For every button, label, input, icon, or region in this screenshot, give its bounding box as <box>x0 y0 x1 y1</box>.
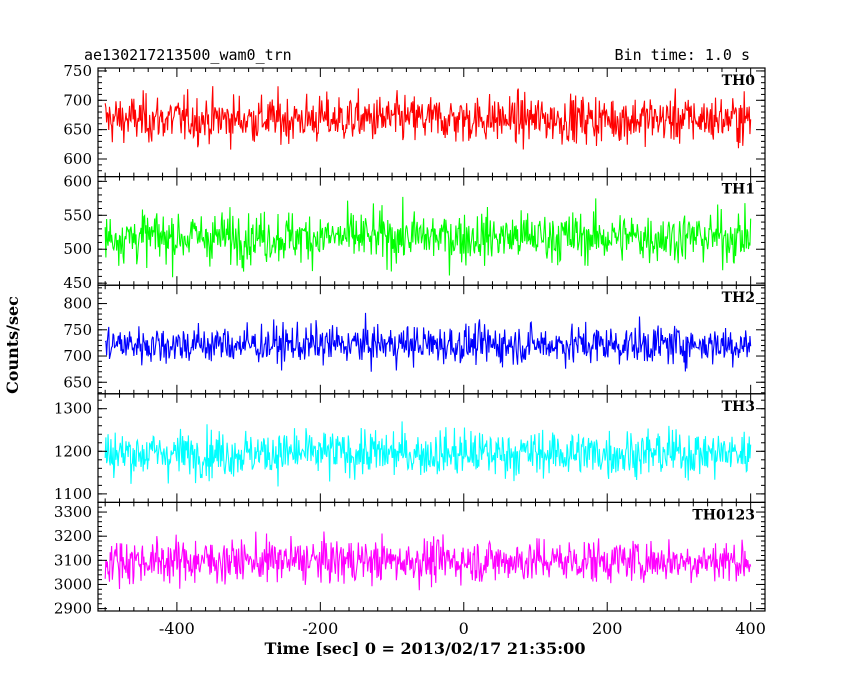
x-tick-label: -400 <box>159 619 195 638</box>
y-tick-label: 3000 <box>54 575 92 593</box>
y-tick-label: 3300 <box>54 503 92 521</box>
y-tick-label: 500 <box>63 240 92 258</box>
series-th0 <box>104 86 752 150</box>
panel-th1: 450 500 550 600 TH1 <box>63 172 766 292</box>
y-tick-label: 650 <box>63 121 92 139</box>
panel-frame <box>97 501 766 612</box>
panel-th3: 1100 1200 1300 TH3 <box>54 393 766 503</box>
panel-label: TH0123 <box>692 507 755 523</box>
y-tick-label: 2900 <box>54 600 92 618</box>
y-tick-label: 600 <box>63 172 92 190</box>
y-tick-label: 450 <box>63 274 92 292</box>
y-tick-label: 700 <box>63 347 92 365</box>
series-th0123 <box>104 531 752 591</box>
x-axis-label: Time [sec] 0 = 2013/02/17 21:35:00 <box>265 639 586 658</box>
panels-group: 600 650 700 750 TH0 450 500 550 600 TH1 650 700 750 8… <box>54 62 766 618</box>
panel-label: TH1 <box>722 182 755 198</box>
x-tick-label: 200 <box>592 619 623 638</box>
series-th1 <box>104 196 752 278</box>
series-th2 <box>104 312 752 372</box>
y-tick-label: 1100 <box>54 485 92 503</box>
x-tick-label: 0 <box>459 619 469 638</box>
x-tick-label: -200 <box>302 619 338 638</box>
x-axis-ticks: -400 -200 0 200 400 <box>159 619 766 638</box>
y-tick-label: 1300 <box>54 400 92 418</box>
y-tick-label: 650 <box>63 373 92 391</box>
panel-th0: 600 650 700 750 TH0 <box>63 62 766 178</box>
y-tick-label: 750 <box>63 62 92 80</box>
panel-label: TH3 <box>722 399 755 415</box>
y-tick-label: 1200 <box>54 442 92 460</box>
panel-label: TH0 <box>722 73 756 89</box>
x-tick-label: 400 <box>735 619 766 638</box>
y-tick-label: 750 <box>63 321 92 339</box>
y-tick-label: 3100 <box>54 551 92 569</box>
panel-label: TH2 <box>722 290 755 306</box>
y-tick-label: 800 <box>63 295 92 313</box>
y-axis-label: Counts/sec <box>3 296 22 394</box>
series-th3 <box>104 421 752 487</box>
chart-title: ae130217213500_wam0_trn <box>84 46 292 64</box>
y-tick-label: 3200 <box>54 527 92 545</box>
y-tick-label: 600 <box>63 150 92 168</box>
panel-th0123: 2900 3000 3100 3200 3300 TH0123 <box>54 501 766 618</box>
panel-th2: 650 700 750 800 TH2 <box>63 284 766 395</box>
y-tick-label: 550 <box>63 206 92 224</box>
bin-time-label: Bin time: 1.0 s <box>614 46 750 64</box>
y-tick-label: 700 <box>63 91 92 109</box>
